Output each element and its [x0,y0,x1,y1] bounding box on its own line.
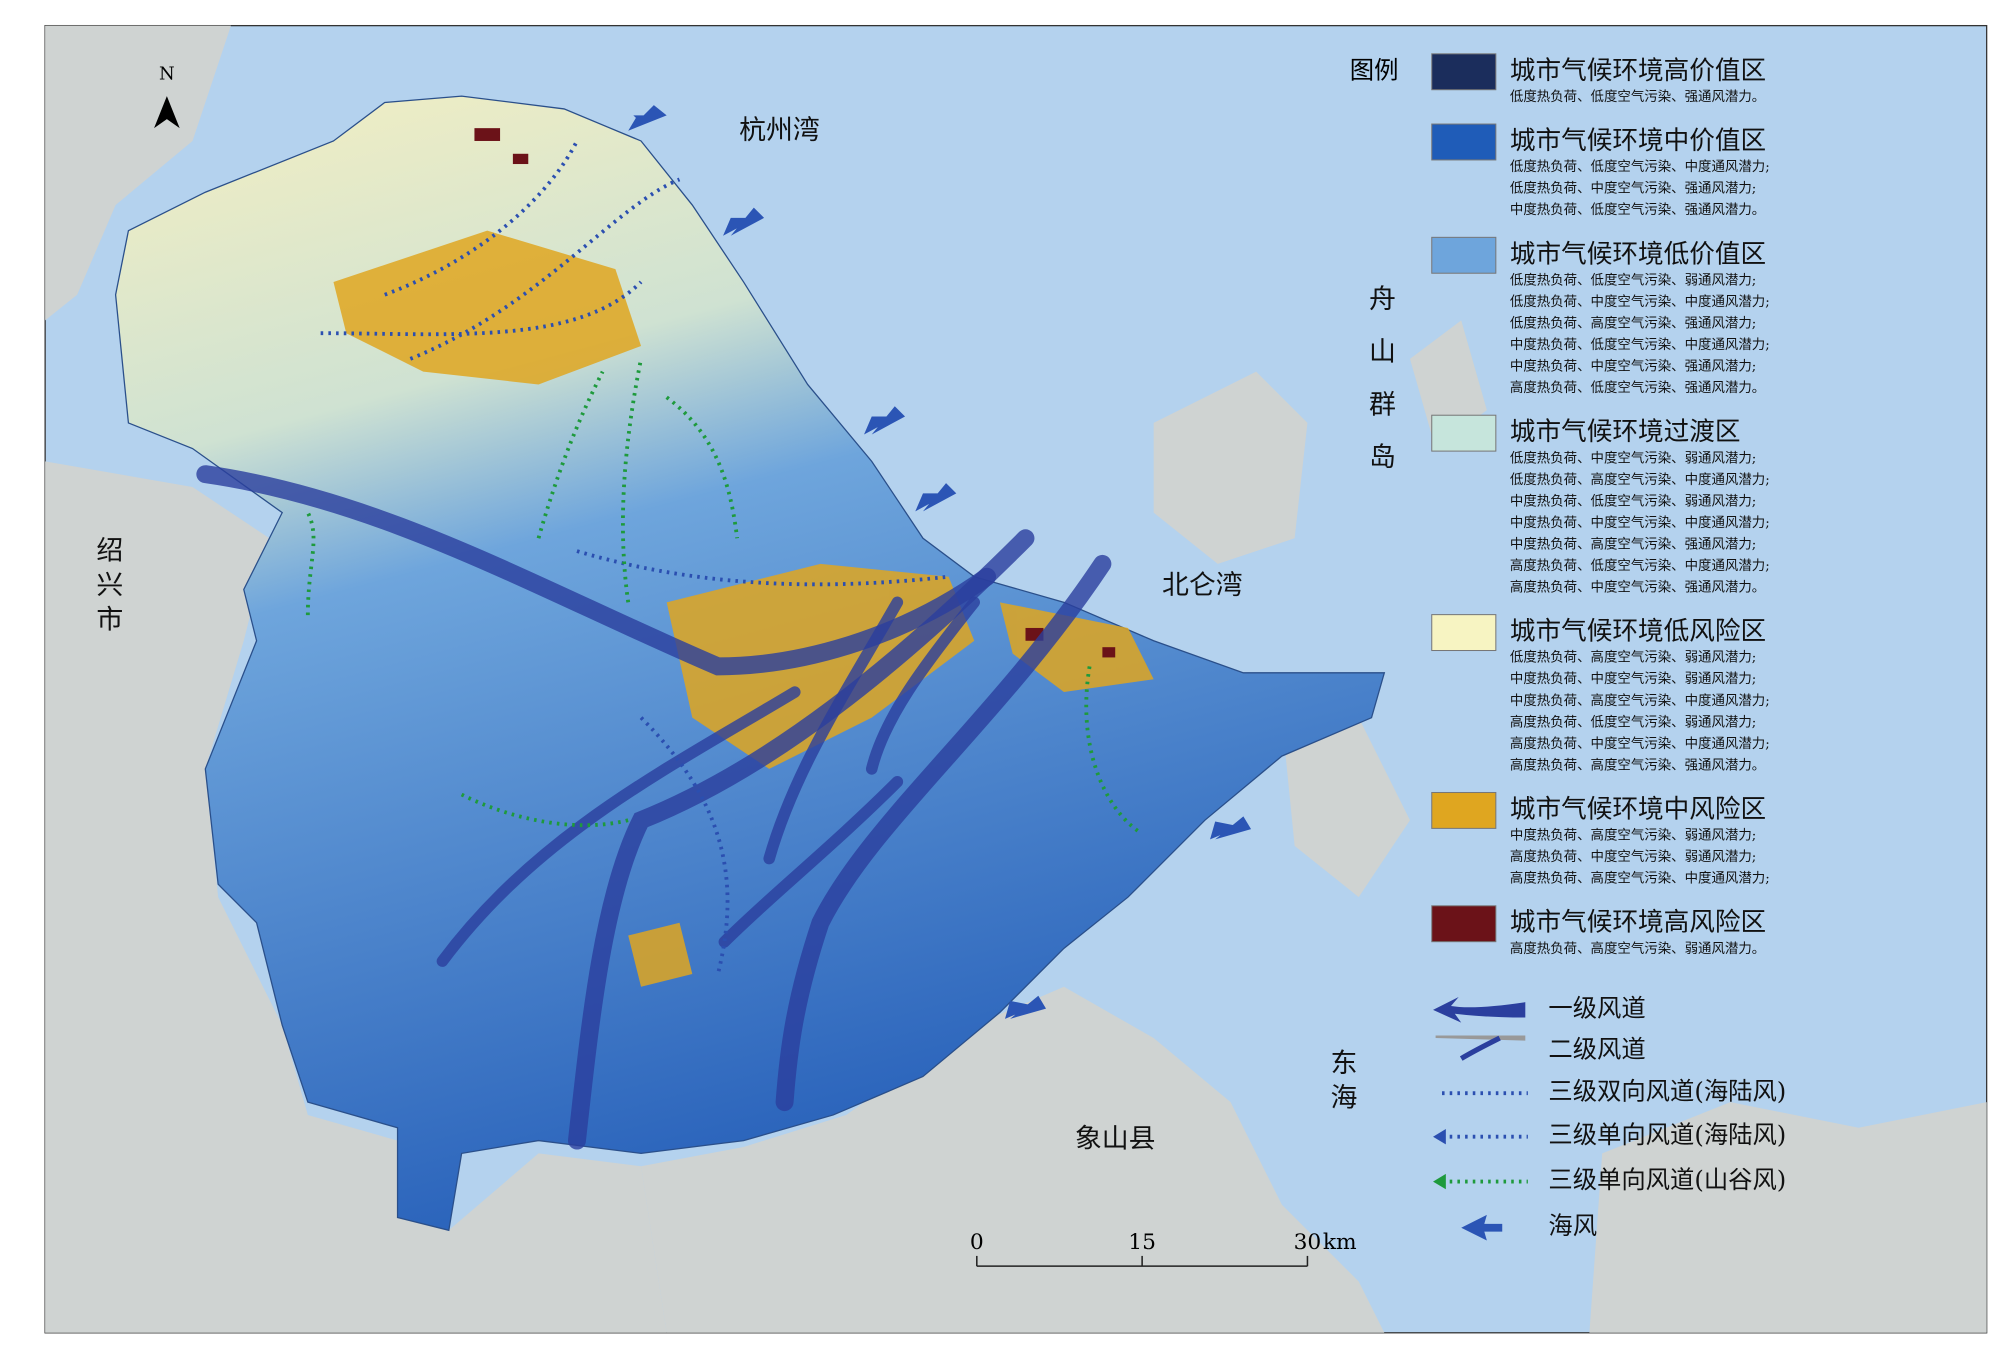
legend-swatch [1431,236,1497,274]
scale-label: 15 [1128,1230,1156,1255]
legend-zone-note: 高度热负荷、低度空气污染、弱通风潜力; [1510,713,1756,730]
legend-zone-note: 中度热负荷、高度空气污染、强通风潜力; [1510,535,1756,552]
scale-label: 30 [1294,1230,1322,1255]
legend-zone-name: 城市气候环境中价值区 [1510,126,1766,156]
north-label: N [159,63,175,84]
legend-corridor-name: 三级单向风道(海陆风) [1548,1120,1786,1149]
sea-wind-arrows [628,105,1252,1019]
legend-symbol [1459,1035,1501,1061]
legend-zone-name: 城市气候环境中风险区 [1510,794,1766,824]
legend-zone-note: 高度热负荷、高度空气污染、中度通风潜力; [1510,870,1770,887]
legend: 城市气候环境高价值区低度热负荷、低度空气污染、强通风潜力。城市气候环境中价值区低… [1431,53,1786,1241]
legend-zone-note: 低度热负荷、低度空气污染、中度通风潜力; [1510,159,1770,175]
legend-zone-note: 中度热负荷、中度空气污染、中度通风潜力; [1510,515,1770,531]
legend-corridor-name: 三级单向风道(山谷风) [1548,1165,1786,1194]
scale-bar: 0 15 30 km [970,1230,1357,1267]
legend-swatch [1431,614,1497,652]
legend-zone-name: 城市气候环境高风险区 [1510,908,1766,938]
legend-zone-note: 低度热负荷、低度空气污染、强通风潜力。 [1510,89,1765,105]
legend-zone-note: 低度热负荷、高度空气污染、中度通风潜力; [1510,471,1770,488]
legend-corridor-name: 海风 [1548,1211,1597,1240]
place-label: 舟山群岛 [1364,284,1395,494]
legend-symbol [1435,1035,1526,1041]
legend-zone-note: 中度热负荷、中度空气污染、弱通风潜力; [1510,671,1756,687]
legend-zone-note: 低度热负荷、中度空气污染、中度通风潜力; [1510,294,1770,310]
legend-swatch [1431,123,1497,161]
legend-swatch [1431,905,1497,943]
legend-symbol [1461,1214,1503,1241]
scale-label: 0 [970,1230,984,1255]
legend-symbol [1433,997,1526,1023]
legend-symbol [1433,1129,1446,1145]
legend-swatch [1431,791,1497,829]
legend-zone-name: 城市气候环境高价值区 [1510,56,1766,86]
legend-zone-note: 低度热负荷、中度空气污染、弱通风潜力; [1510,450,1756,466]
place-label: 东海 [1325,1048,1356,1118]
legend-zone-note: 高度热负荷、中度空气污染、弱通风潜力; [1510,848,1756,865]
legend-zone-note: 中度热负荷、高度空气污染、弱通风潜力; [1510,827,1756,844]
legend-zone-note: 中度热负荷、低度空气污染、强通风潜力。 [1510,202,1765,218]
place-label: 杭州湾 [739,115,820,146]
legend-zone-note: 中度热负荷、低度空气污染、中度通风潜力; [1510,337,1770,353]
legend-zone-name: 城市气候环境低价值区 [1510,239,1766,269]
legend-swatch [1431,414,1497,452]
legend-corridor-name: 二级风道 [1548,1034,1645,1063]
legend-zone-note: 高度热负荷、低度空气污染、强通风潜力。 [1510,379,1765,396]
legend-zone-note: 高度热负荷、高度空气污染、强通风潜力。 [1510,756,1765,773]
primary-corridors [196,465,1112,1150]
place-label: 绍兴市 [91,535,122,639]
legend-zone-name: 城市气候环境过渡区 [1510,417,1741,447]
legend-zone-note: 高度热负荷、高度空气污染、弱通风潜力。 [1510,940,1765,957]
place-label: 北仑湾 [1162,570,1243,601]
legend-corridor-name: 一级风道 [1548,993,1645,1022]
legend-zone-note: 中度热负荷、高度空气污染、中度通风潜力; [1510,692,1770,709]
legend-zone-note: 低度热负荷、高度空气污染、弱通风潜力; [1510,649,1756,666]
legend-title: 图例 [1350,55,1399,84]
legend-zone-note: 中度热负荷、低度空气污染、弱通风潜力; [1510,493,1756,509]
legend-corridor-name: 三级双向风道(海陆风) [1548,1077,1786,1106]
legend-zone-note: 中度热负荷、中度空气污染、强通风潜力; [1510,359,1756,375]
legend-zone-note: 低度热负荷、高度空气污染、强通风潜力; [1510,314,1756,331]
legend-zone-note: 高度热负荷、中度空气污染、强通风潜力。 [1510,578,1765,595]
legend-zone-note: 低度热负荷、中度空气污染、强通风潜力; [1510,181,1756,197]
legend-zone-name: 城市气候环境低风险区 [1510,617,1766,647]
scale-unit: km [1323,1230,1357,1255]
legend-zone-note: 高度热负荷、中度空气污染、中度通风潜力; [1510,735,1770,752]
legend-symbol [1433,1173,1446,1190]
north-arrow: N [154,63,180,129]
legend-swatch [1431,53,1497,91]
legend-zone-note: 高度热负荷、低度空气污染、中度通风潜力; [1510,557,1770,574]
legend-zone-note: 低度热负荷、低度空气污染、弱通风潜力; [1510,272,1756,288]
tertiary-corridors [305,140,1142,975]
place-label: 象山县 [1075,1124,1156,1155]
north-symbol [154,96,180,129]
